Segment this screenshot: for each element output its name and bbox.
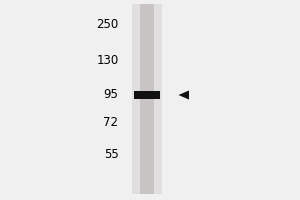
Bar: [140, 4, 154, 194]
Bar: [132, 4, 162, 194]
Text: 130: 130: [96, 53, 118, 66]
Text: 72: 72: [103, 116, 118, 130]
Text: 55: 55: [104, 148, 119, 162]
Text: 250: 250: [96, 18, 118, 30]
Text: 95: 95: [103, 88, 118, 102]
Polygon shape: [178, 90, 189, 100]
Bar: [134, 91, 160, 99]
